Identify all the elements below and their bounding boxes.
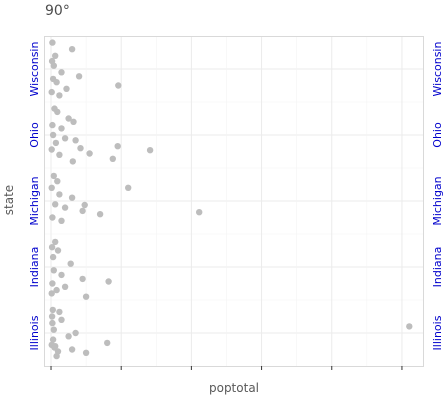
data-point-michigan bbox=[48, 184, 55, 191]
data-point-wisconsin bbox=[48, 88, 55, 96]
data-point-ohio bbox=[58, 125, 65, 132]
data-point-ohio bbox=[61, 135, 69, 142]
data-point-ohio bbox=[49, 131, 57, 139]
y-tick-label-left-wisconsin: Wisconsin bbox=[28, 42, 41, 97]
data-point-illinois bbox=[49, 336, 57, 343]
data-point-wisconsin bbox=[115, 82, 122, 89]
data-point-michigan bbox=[61, 204, 69, 211]
y-tick-label-right-wisconsin: Wisconsin bbox=[431, 42, 444, 97]
data-point-indiana bbox=[50, 267, 57, 274]
data-point-ohio bbox=[49, 121, 56, 129]
data-point-indiana bbox=[105, 278, 112, 285]
y-tick-label-right-michigan: Michigan bbox=[431, 176, 444, 225]
data-point-illinois bbox=[406, 323, 413, 330]
data-point-ohio bbox=[56, 151, 63, 158]
left-tick-labels: Illinois Indiana Michigan Ohio Wisconsin bbox=[28, 42, 41, 351]
bottom-tick-marks bbox=[50, 366, 403, 370]
grid-layer bbox=[44, 36, 423, 366]
data-point-indiana bbox=[79, 275, 86, 283]
y-tick-label-right-illinois: Illinois bbox=[431, 315, 444, 350]
data-point-ohio bbox=[146, 147, 154, 154]
data-point-michigan bbox=[52, 201, 59, 208]
data-point-wisconsin bbox=[49, 75, 57, 83]
data-point-wisconsin bbox=[49, 39, 56, 46]
data-point-michigan bbox=[68, 194, 76, 201]
data-point-indiana bbox=[53, 286, 60, 294]
x-axis-label: poptotal bbox=[209, 381, 259, 395]
data-point-ohio bbox=[51, 105, 58, 112]
data-point-illinois bbox=[51, 344, 58, 351]
data-point-indiana bbox=[54, 247, 62, 254]
data-point-ohio bbox=[69, 158, 77, 165]
data-point-michigan bbox=[49, 214, 56, 221]
data-point-wisconsin bbox=[63, 85, 70, 93]
data-point-michigan bbox=[50, 172, 57, 180]
data-point-illinois bbox=[53, 352, 60, 360]
data-point-indiana bbox=[49, 280, 56, 287]
data-point-michigan bbox=[96, 211, 104, 218]
y-axis-label: state bbox=[2, 185, 16, 215]
data-point-illinois bbox=[82, 349, 90, 356]
y-tick-label-left-indiana: Indiana bbox=[28, 247, 41, 288]
data-point-michigan bbox=[58, 217, 65, 224]
data-point-indiana bbox=[52, 238, 59, 246]
data-point-michigan bbox=[54, 178, 61, 185]
data-point-illinois bbox=[68, 346, 76, 353]
data-point-illinois bbox=[49, 319, 56, 327]
data-point-illinois bbox=[48, 313, 56, 320]
data-point-ohio bbox=[48, 146, 55, 153]
data-point-michigan bbox=[125, 184, 132, 191]
points-layer bbox=[48, 39, 413, 360]
data-point-michigan bbox=[56, 191, 63, 198]
plot-panel-border bbox=[44, 36, 424, 367]
data-point-ohio bbox=[70, 118, 77, 126]
data-point-ohio bbox=[77, 145, 84, 152]
data-point-illinois bbox=[56, 308, 63, 316]
data-point-wisconsin bbox=[68, 46, 76, 53]
data-point-indiana bbox=[67, 260, 74, 267]
data-point-michigan bbox=[81, 201, 88, 209]
data-point-ohio bbox=[65, 115, 72, 122]
data-point-illinois bbox=[49, 306, 56, 314]
data-point-ohio bbox=[86, 150, 93, 157]
data-point-indiana bbox=[48, 244, 56, 251]
y-tick-label-left-illinois: Illinois bbox=[28, 315, 41, 350]
data-point-ohio bbox=[114, 143, 121, 150]
data-point-wisconsin bbox=[52, 52, 59, 59]
data-point-ohio bbox=[109, 155, 117, 162]
y-tick-label-left-ohio: Ohio bbox=[28, 122, 41, 148]
data-point-indiana bbox=[58, 271, 65, 279]
data-point-indiana bbox=[48, 290, 55, 297]
data-point-ohio bbox=[52, 139, 60, 147]
data-point-wisconsin bbox=[75, 73, 83, 80]
right-tick-labels: Illinois Indiana Michigan Ohio Wisconsin bbox=[431, 42, 444, 351]
y-tick-label-right-indiana: Indiana bbox=[431, 247, 444, 288]
data-point-wisconsin bbox=[48, 57, 56, 65]
data-point-wisconsin bbox=[58, 69, 65, 76]
data-point-michigan bbox=[196, 209, 203, 216]
data-point-illinois bbox=[72, 329, 79, 337]
data-point-michigan bbox=[79, 207, 86, 215]
y-tick-label-right-ohio: Ohio bbox=[431, 122, 444, 148]
data-point-wisconsin bbox=[56, 92, 63, 99]
data-point-illinois bbox=[104, 339, 111, 347]
data-point-illinois bbox=[50, 326, 57, 333]
y-tick-label-left-michigan: Michigan bbox=[28, 176, 41, 225]
data-point-indiana bbox=[61, 283, 69, 290]
data-point-indiana bbox=[49, 253, 57, 261]
chart-title: 90° bbox=[45, 3, 70, 19]
data-point-indiana bbox=[82, 293, 90, 300]
data-point-ohio bbox=[72, 137, 79, 144]
data-point-illinois bbox=[58, 316, 65, 323]
data-point-illinois bbox=[65, 333, 72, 340]
